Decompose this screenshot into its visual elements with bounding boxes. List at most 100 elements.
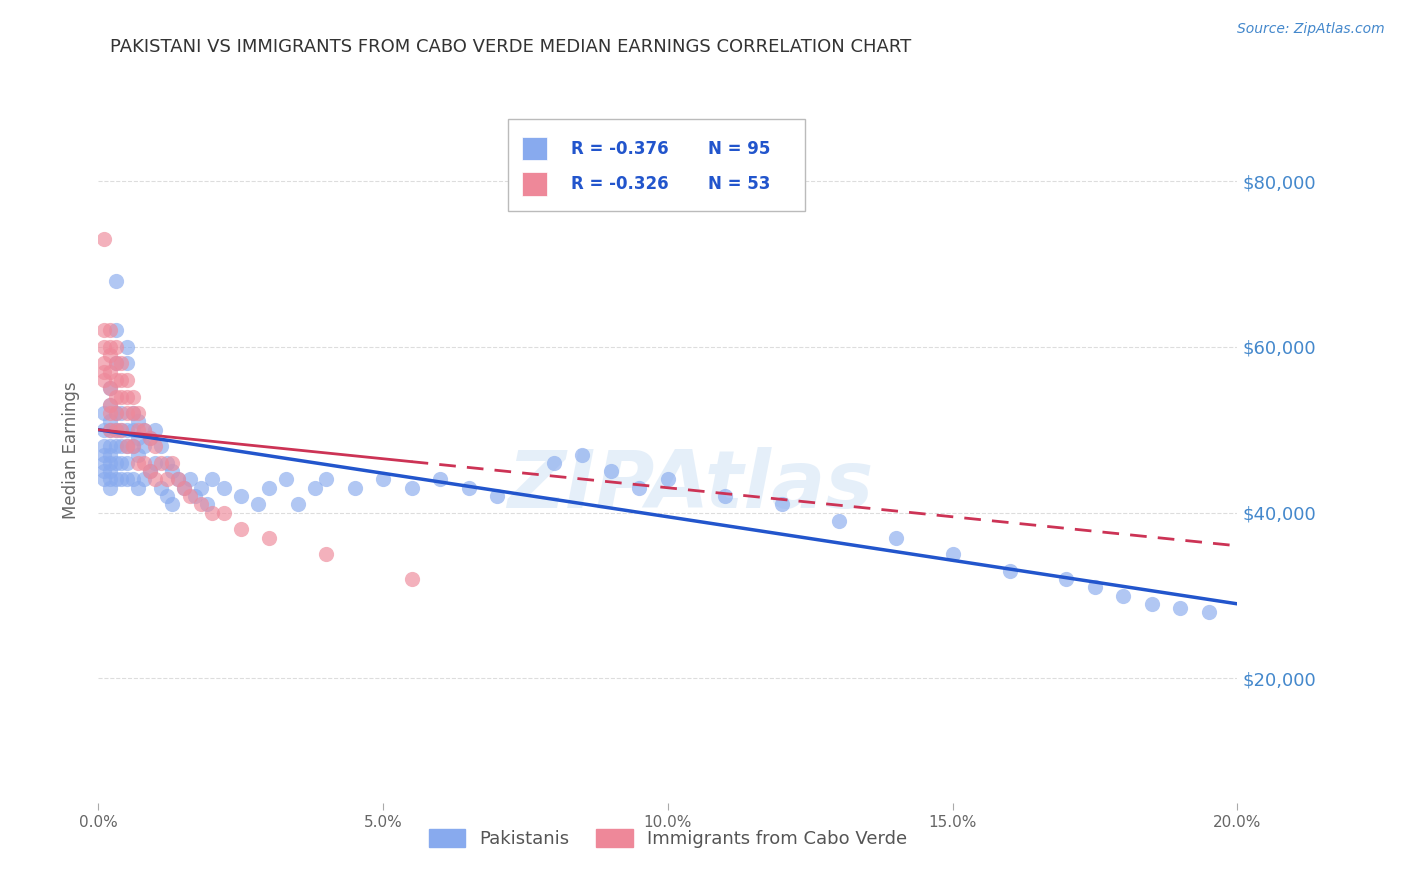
Point xyxy=(179,473,201,487)
Point xyxy=(93,464,115,478)
Point xyxy=(942,547,965,561)
Point xyxy=(104,373,127,387)
Point xyxy=(543,456,565,470)
Text: R = -0.376: R = -0.376 xyxy=(571,140,669,158)
Point xyxy=(138,464,160,478)
Point xyxy=(167,473,190,487)
Point xyxy=(93,423,115,437)
Point xyxy=(828,514,851,528)
Point xyxy=(110,406,132,420)
Point xyxy=(104,340,127,354)
Point xyxy=(115,439,138,453)
Point xyxy=(276,473,298,487)
Point xyxy=(145,456,167,470)
Point xyxy=(884,531,907,545)
Point xyxy=(138,431,160,445)
Point xyxy=(121,423,143,437)
Point xyxy=(93,473,115,487)
Point xyxy=(104,356,127,370)
Point xyxy=(457,481,479,495)
Point xyxy=(201,473,224,487)
Point xyxy=(121,390,143,404)
Point xyxy=(104,423,127,437)
Text: ZIPAtlas: ZIPAtlas xyxy=(508,447,873,524)
Point xyxy=(315,547,337,561)
Point xyxy=(229,522,252,536)
Point xyxy=(115,340,138,354)
Point xyxy=(115,423,138,437)
Point xyxy=(110,439,132,453)
Point xyxy=(121,406,143,420)
Point xyxy=(167,473,190,487)
FancyBboxPatch shape xyxy=(509,120,804,211)
Point xyxy=(98,365,121,379)
Point xyxy=(98,481,121,495)
Point xyxy=(104,456,127,470)
Point xyxy=(162,456,184,470)
Point xyxy=(98,464,121,478)
Point xyxy=(93,356,115,370)
Point xyxy=(600,464,623,478)
Point xyxy=(184,489,207,503)
Point xyxy=(190,481,212,495)
Point xyxy=(162,464,184,478)
Point xyxy=(770,497,793,511)
Point xyxy=(104,423,127,437)
Text: N = 53: N = 53 xyxy=(707,175,770,193)
Point xyxy=(93,373,115,387)
Point xyxy=(145,473,167,487)
Point xyxy=(343,481,366,495)
Point xyxy=(628,481,651,495)
Point xyxy=(429,473,451,487)
Point xyxy=(173,481,195,495)
Point xyxy=(156,456,179,470)
Point xyxy=(93,406,115,420)
Point xyxy=(1170,601,1192,615)
Point xyxy=(571,448,593,462)
Point xyxy=(98,348,121,362)
Point xyxy=(145,439,167,453)
Point xyxy=(104,406,127,420)
Point xyxy=(246,497,269,511)
Point xyxy=(98,381,121,395)
Point xyxy=(401,481,423,495)
Text: N = 95: N = 95 xyxy=(707,140,770,158)
Point xyxy=(121,439,143,453)
Point xyxy=(110,473,132,487)
Point xyxy=(127,481,149,495)
Point xyxy=(93,448,115,462)
Point xyxy=(173,481,195,495)
Point xyxy=(259,481,281,495)
Point xyxy=(110,390,132,404)
Point xyxy=(115,473,138,487)
Point xyxy=(115,373,138,387)
Point xyxy=(98,323,121,337)
Point xyxy=(98,423,121,437)
Point xyxy=(150,439,173,453)
Point xyxy=(104,356,127,370)
Point xyxy=(714,489,737,503)
Point xyxy=(138,464,160,478)
Point xyxy=(110,373,132,387)
Point xyxy=(315,473,337,487)
Point xyxy=(1198,605,1220,619)
Point xyxy=(110,356,132,370)
Point xyxy=(93,439,115,453)
Point xyxy=(201,506,224,520)
Point xyxy=(179,489,201,503)
Point xyxy=(121,439,143,453)
Point xyxy=(1140,597,1163,611)
FancyBboxPatch shape xyxy=(522,172,547,195)
Point xyxy=(127,448,149,462)
Point xyxy=(132,473,155,487)
Point xyxy=(98,398,121,412)
Point xyxy=(104,406,127,420)
Legend: Pakistanis, Immigrants from Cabo Verde: Pakistanis, Immigrants from Cabo Verde xyxy=(419,820,917,857)
Point xyxy=(156,473,179,487)
Point xyxy=(115,456,138,470)
Point xyxy=(1056,572,1078,586)
Point xyxy=(104,323,127,337)
Point xyxy=(127,456,149,470)
Point xyxy=(1084,580,1107,594)
Point xyxy=(127,431,149,445)
